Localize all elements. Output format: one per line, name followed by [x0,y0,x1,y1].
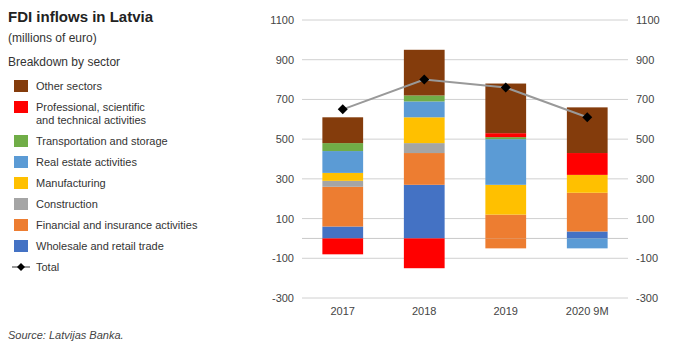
legend-label-line: and technical activities [36,114,147,126]
y2-tick-label: 900 [636,54,654,66]
y2-tick-label: 700 [636,93,654,105]
y2-tick-label: 100 [636,213,654,225]
marks [302,50,628,268]
y-tick-label: 300 [276,173,294,185]
legend: Other sectors Professional, scientificand… [12,80,198,273]
bar-segment [485,215,526,239]
legend-marker [17,263,25,271]
total-marker [582,112,592,122]
y-tick-label: 900 [276,54,294,66]
total-marker [338,104,348,114]
legend-swatch [14,219,28,231]
bar-segment [485,185,526,215]
bar-segment [404,153,445,185]
grid-line [302,258,628,259]
legend-label: Professional, scientificand technical ac… [36,101,147,126]
bar-segment-negative [404,238,445,268]
grid-line [302,59,628,60]
bar-segment [404,143,445,153]
legend-label-line: Real estate activities [36,156,137,168]
legend-label-line: Other sectors [36,80,103,92]
grid-line [302,298,628,299]
legend-swatch [14,101,28,113]
total-line [343,80,588,118]
legend-label: Transportation and storage [36,135,168,147]
legend-label: Other sectors [36,80,103,92]
y-tick-label: 700 [276,93,294,105]
bar-segment [322,227,363,239]
y-tick-label: 1100 [270,14,294,26]
legend-label-line: Wholesale and retail trade [36,240,164,252]
legend-title: Breakdown by sector [8,55,120,69]
bar-segment-negative [567,238,608,248]
legend-label: Construction [36,198,98,210]
title: FDI inflows in Latvia [8,8,154,25]
bar-segment [567,107,608,153]
y2-tick-label: 300 [636,173,654,185]
legend-label-line: Total [36,261,59,273]
bar-segment [567,231,608,238]
x-tick-label: 2019 [494,305,518,317]
x-tick-label: 2020 9M [566,305,609,317]
subtitle: (millions of euro) [8,31,97,45]
legend-label: Financial and insurance activities [36,219,198,231]
y-tick-label: 100 [276,213,294,225]
bar-segment [322,173,363,181]
legend-label: Wholesale and retail trade [36,240,164,252]
source: Source: Latvijas Banka. [8,329,124,341]
grid [302,20,628,298]
legend-label-line: Manufacturing [36,177,106,189]
legend-label: Manufacturing [36,177,106,189]
bar-segment [485,137,526,139]
bar-segment [567,175,608,193]
bar-segment [404,185,445,239]
bar-segment [322,117,363,143]
bar-segment [485,133,526,137]
legend-swatch [14,198,28,210]
legend-label-line: Financial and insurance activities [36,219,198,231]
y-tick-label: -100 [272,252,294,264]
bar-segment [322,143,363,151]
legend-label: Real estate activities [36,156,137,168]
bar-segment [404,101,445,117]
y2-tick-label: 500 [636,133,654,145]
legend-swatch [14,240,28,252]
y2-tick-label: 1100 [636,14,660,26]
y2-tick-label: -100 [636,252,658,264]
chart: -300 -100 100 300 500 700 900 1100 -300 -100 100 30… [0,0,700,347]
legend-swatch [14,177,28,189]
total-marker [501,83,511,93]
legend-swatch [14,156,28,168]
bar-segment-negative [485,238,526,248]
bar-segment [322,187,363,227]
x-tick-label: 2017 [331,305,355,317]
legend-label-line: Professional, scientific [36,101,145,113]
bar-segment [322,181,363,187]
legend-swatch [14,135,28,147]
bar-segment [404,117,445,143]
bar-segment-negative [322,238,363,254]
grid-line [302,99,628,100]
legend-swatch [14,80,28,92]
y-tick-label: 500 [276,133,294,145]
legend-label-line: Construction [36,198,98,210]
bar-segment [404,50,445,96]
bar-segment [567,193,608,232]
legend-label-line: Transportation and storage [36,135,168,147]
y-tick-label: -300 [272,292,294,304]
legend-label: Total [36,261,59,273]
x-tick-label: 2018 [412,305,436,317]
total-marker [419,75,429,85]
bar-segment [567,153,608,175]
grid-line [302,20,628,21]
bar-segment [485,139,526,185]
bar-segment [322,151,363,173]
y2-tick-label: -300 [636,292,658,304]
bar-segment [404,95,445,101]
